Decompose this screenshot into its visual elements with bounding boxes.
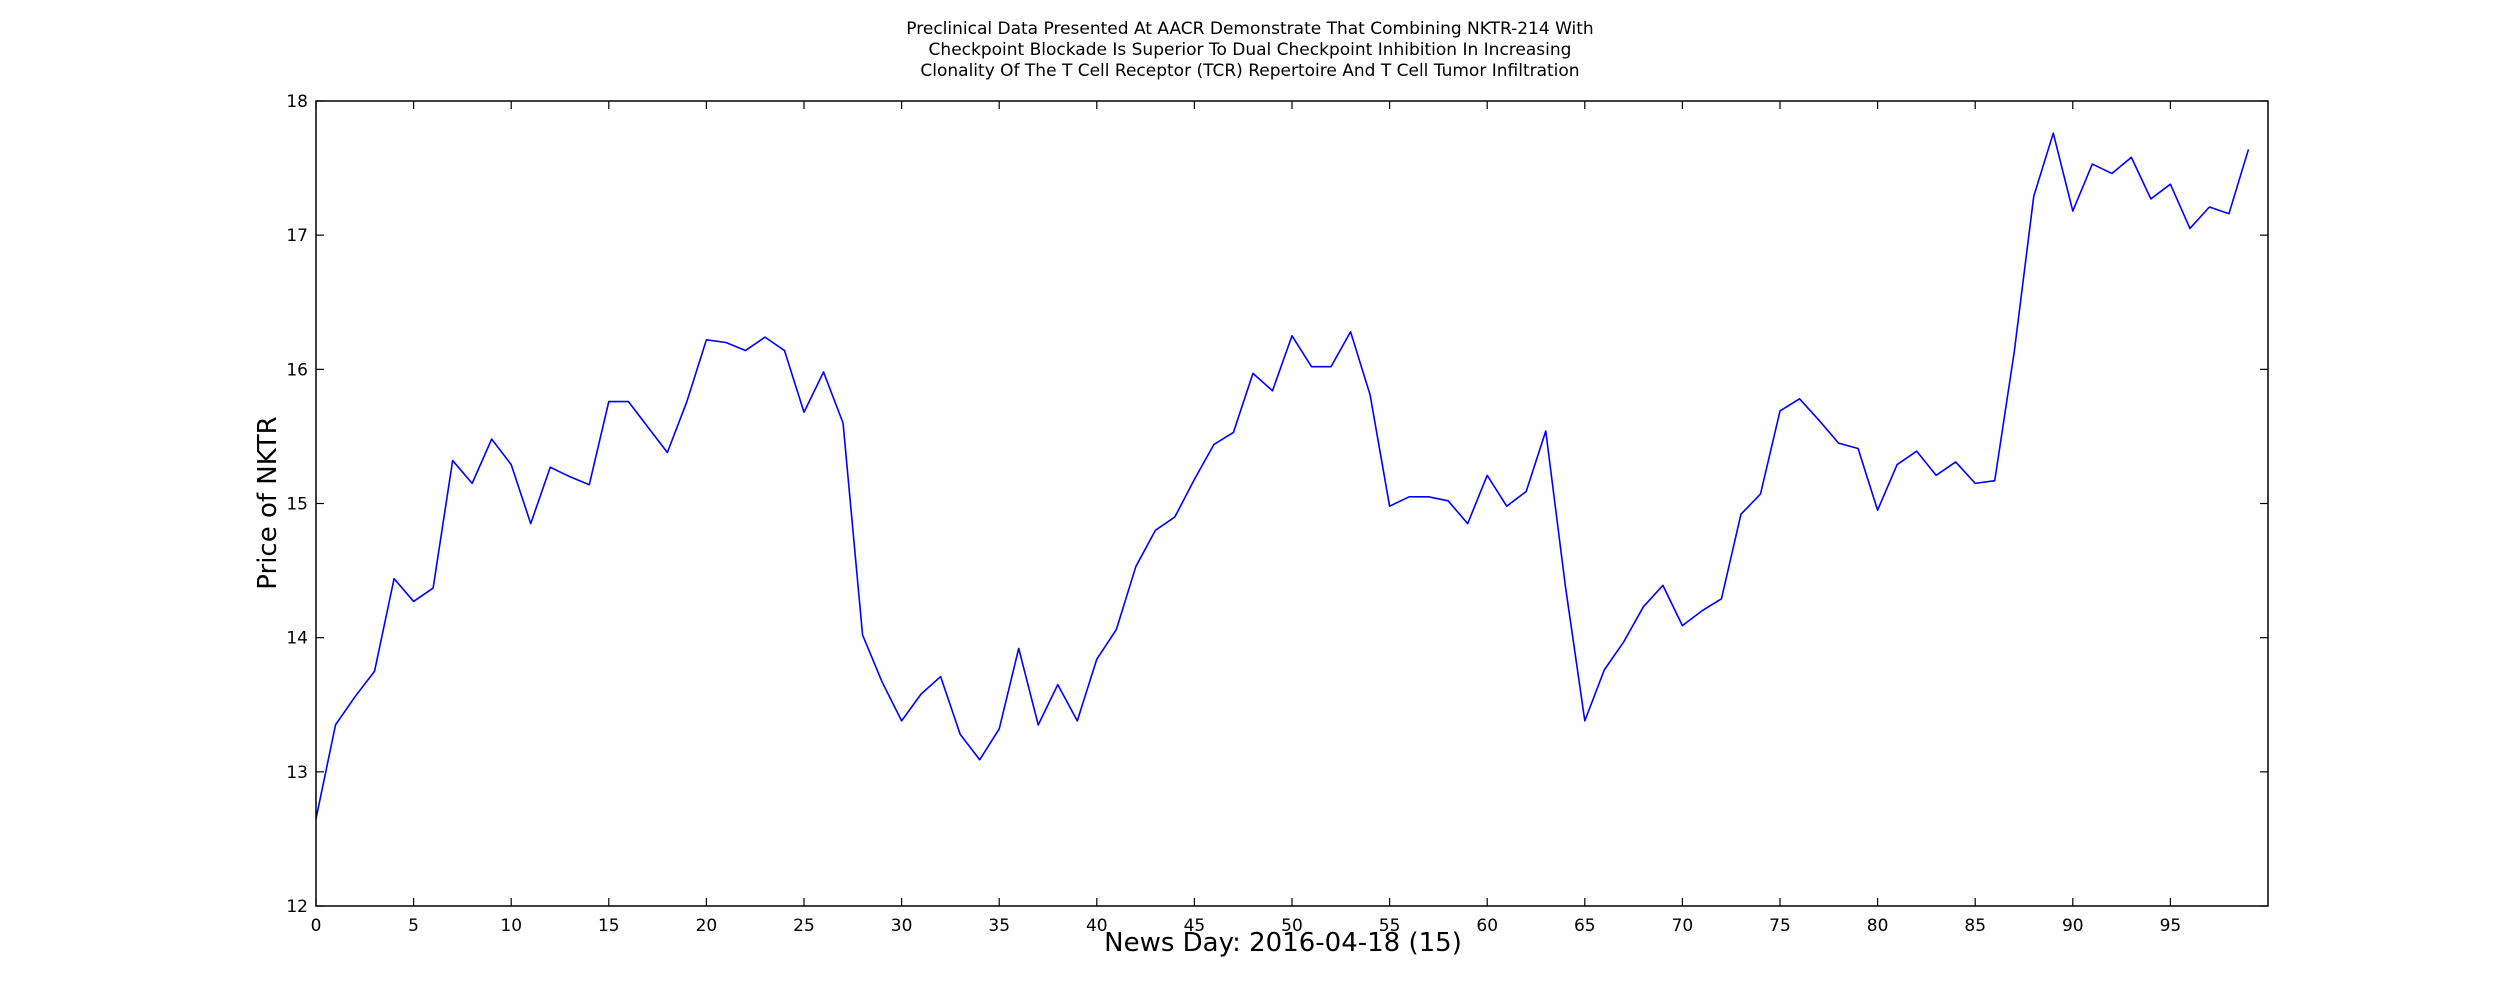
- y-tick-label: 14: [286, 629, 308, 649]
- x-tick-label: 90: [2062, 916, 2084, 936]
- x-tick-label: 5: [408, 916, 419, 936]
- y-tick-label: 13: [286, 763, 308, 783]
- y-tick-label: 15: [286, 495, 308, 515]
- price-series-line: [315, 132, 2250, 819]
- x-tick-label: 0: [311, 916, 322, 936]
- y-tick-label: 18: [286, 92, 308, 112]
- axis-tick-labels: 0 5 10 15 20 25 30 35 40 45 50 55 60 65 70 75 80 85 90 95 12…: [286, 92, 2181, 936]
- y-tick-label: 17: [286, 226, 308, 246]
- x-tick-label: 20: [696, 916, 718, 936]
- x-tick-label: 25: [793, 916, 815, 936]
- chart-title-line-1: Preclinical Data Presented At AACR Demon…: [906, 19, 1593, 39]
- x-axis-label: News Day: 2016-04-18 (15): [1104, 928, 1462, 958]
- chart-title-line-2: Checkpoint Blockade Is Superior To Dual …: [929, 40, 1572, 60]
- x-tick-label: 45: [1184, 916, 1206, 936]
- x-tick-label: 75: [1769, 916, 1791, 936]
- x-tick-label: 65: [1574, 916, 1596, 936]
- y-tick-label: 12: [286, 897, 308, 917]
- x-tick-label: 15: [598, 916, 620, 936]
- x-tick-label: 60: [1476, 916, 1498, 936]
- x-tick-label: 70: [1672, 916, 1694, 936]
- x-tick-label: 50: [1281, 916, 1303, 936]
- x-tick-label: 35: [988, 916, 1010, 936]
- x-tick-label: 80: [1867, 916, 1889, 936]
- y-tick-label: 16: [286, 360, 308, 380]
- x-tick-label: 55: [1379, 916, 1401, 936]
- x-tick-label: 10: [500, 916, 522, 936]
- axis-ticks: [315, 100, 2268, 907]
- x-tick-label: 95: [2160, 916, 2182, 936]
- x-tick-label: 85: [1964, 916, 1986, 936]
- x-tick-label: 40: [1086, 916, 1108, 936]
- x-tick-label: 30: [891, 916, 913, 936]
- y-axis-label: Price of NKTR: [253, 416, 283, 589]
- plot-area-frame: [315, 100, 2269, 907]
- chart-title-line-3: Clonality Of The T Cell Receptor (TCR) R…: [920, 61, 1579, 81]
